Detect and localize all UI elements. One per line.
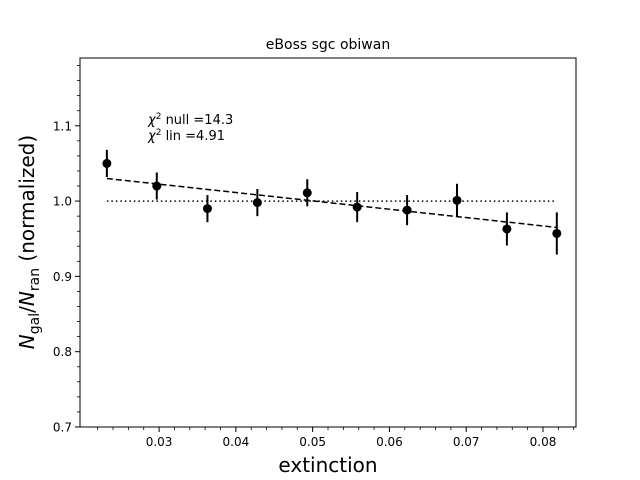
y-label-n2: N [15,291,39,306]
annotation-sup-null: 2 [156,112,162,122]
y-label-n1: N [15,334,39,349]
x-tick-label: 0.07 [453,435,480,449]
chart-title: eBoss sgc obiwan [266,37,390,53]
y-label-suffix: (normalized) [15,135,39,268]
y-label-sub-ran: ran [27,268,43,291]
y-axis: 0.7 0.8 0.9 1.0 1.1 [53,65,80,435]
annotation-chi2-null: χ2 null =14.3 [147,112,233,128]
x-axis-label: extinction [278,453,377,477]
annotation-sup-lin: 2 [156,128,162,138]
data-point [502,224,512,234]
y-axis-label: Ngal/Nran (normalized) [15,135,43,349]
y-tick-label: 0.7 [53,421,72,435]
x-tick-label: 0.08 [530,435,557,449]
data-point [352,202,362,212]
plot-layer [102,149,562,255]
data-point [252,198,262,208]
linear-fit-line [106,177,557,229]
data-point [302,188,312,198]
x-tick-label: 0.05 [299,435,326,449]
annotation-chi-lin: χ [147,129,157,144]
data-point [102,158,112,168]
x-axis: 0.03 0.04 0.05 0.06 0.07 0.08 [97,427,575,449]
data-point [152,181,162,191]
annotation-text-null: null =14.3 [161,113,233,128]
y-label-sub-gal: gal [27,313,43,334]
y-tick-label: 0.9 [53,270,72,284]
y-label-slash: / [15,306,39,313]
data-point [552,228,562,238]
x-tick-label: 0.06 [376,435,403,449]
annotation-chi2-lin: χ2 lin =4.91 [147,128,225,144]
data-point [202,204,212,214]
y-tick-label: 1.0 [53,195,72,209]
x-tick-label: 0.03 [146,435,173,449]
y-tick-label: 0.8 [53,345,72,359]
data-point [452,195,462,205]
x-tick-label: 0.04 [223,435,250,449]
data-point [402,205,412,215]
annotation-chi-null: χ [147,113,157,128]
y-tick-label: 1.1 [53,119,72,133]
annotation-text-lin: lin =4.91 [161,129,225,144]
